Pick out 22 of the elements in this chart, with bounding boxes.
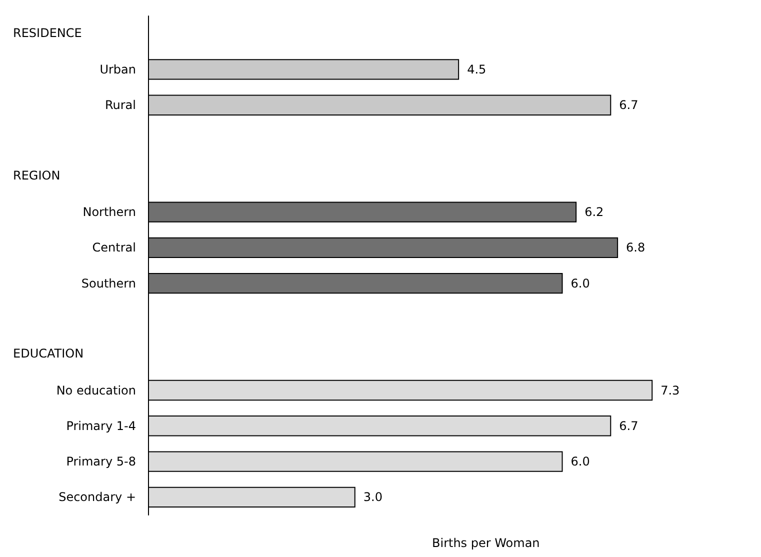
data-label: 6.8 bbox=[626, 240, 646, 255]
data-label: 6.7 bbox=[619, 98, 638, 112]
y-tick-label: Southern bbox=[81, 276, 136, 290]
y-tick-label: Primary 5-8 bbox=[66, 454, 136, 469]
data-label: 4.5 bbox=[467, 62, 486, 76]
data-label: 7.3 bbox=[660, 383, 680, 398]
y-tick-label: No education bbox=[56, 383, 136, 398]
data-label: 6.0 bbox=[570, 454, 590, 469]
y-tick-label: Central bbox=[92, 240, 136, 255]
y-tick-label: Primary 1-4 bbox=[66, 418, 136, 433]
text: RESIDENCE bbox=[13, 26, 82, 40]
data-label: 3.0 bbox=[363, 490, 382, 504]
x-axis-title: Births per Woman bbox=[432, 536, 540, 550]
y-tick-label: Northern bbox=[82, 205, 136, 220]
data-label: 6.0 bbox=[570, 276, 590, 290]
y-tick-label: Urban bbox=[100, 62, 136, 76]
data-label: 6.2 bbox=[584, 205, 604, 220]
y-tick-label: Rural bbox=[104, 98, 136, 112]
y-tick-label: Secondary + bbox=[58, 490, 136, 504]
text: EDUCATION bbox=[13, 346, 84, 361]
data-label: 6.7 bbox=[619, 418, 638, 433]
text: REGION bbox=[13, 168, 60, 182]
